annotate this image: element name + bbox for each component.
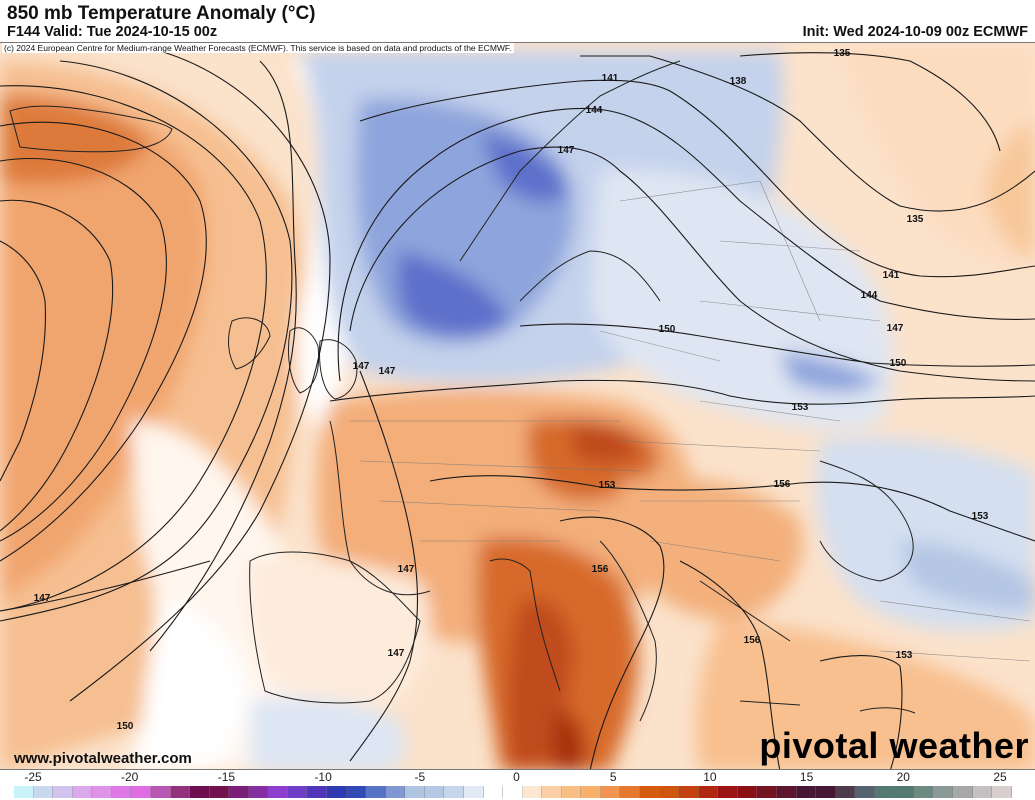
init-time: Init: Wed 2024-10-09 00z ECMWF (802, 24, 1028, 40)
colorbar-swatch (248, 786, 269, 798)
colorbar-swatch (816, 786, 836, 798)
colorbar-swatch (190, 786, 210, 798)
colorbar-swatch (737, 786, 758, 798)
contour-label: 138 (730, 76, 747, 87)
colorbar-swatch (307, 786, 327, 798)
colorbar-swatch (953, 786, 973, 798)
colorbar-swatch (600, 786, 621, 798)
contour-label: 141 (602, 73, 619, 84)
colorbar-swatch (53, 786, 73, 798)
colorbar-swatch (170, 786, 191, 798)
colorbar-tick-label: 5 (609, 770, 617, 784)
contour-label: 144 (586, 105, 603, 116)
contour-label: 141 (883, 270, 900, 281)
colorbar (14, 786, 1012, 798)
colorbar-swatch (913, 786, 934, 798)
contour-label: 150 (890, 358, 907, 369)
colorbar-swatch (33, 786, 54, 798)
colorbar-tick-label: 25 (993, 770, 1007, 784)
colorbar-swatch (776, 786, 797, 798)
pivotal-weather-logo: pivotal weather (759, 725, 1029, 766)
colorbar-swatch (640, 786, 660, 798)
contour-label: 147 (887, 323, 904, 334)
colorbar-swatch (522, 786, 543, 798)
colorbar-tick-label: -20 (121, 770, 139, 784)
colorbar-swatch (503, 786, 523, 798)
colorbar-swatch (972, 786, 993, 798)
colorbar-swatch (14, 786, 34, 798)
contour-label: 147 (353, 361, 370, 372)
valid-time: F144 Valid: Tue 2024-10-15 00z (7, 24, 218, 40)
contour-label: 156 (592, 564, 609, 575)
contour-label: 147 (34, 593, 51, 604)
contour-label: 156 (744, 635, 761, 646)
contour-label: 153 (972, 511, 989, 522)
contour-label: 147 (379, 366, 396, 377)
colorbar-swatch (405, 786, 425, 798)
colorbar-swatch (463, 786, 484, 798)
map-title: 850 mb Temperature Anomaly (°C) (7, 3, 316, 24)
colorbar-swatch (874, 786, 895, 798)
colorbar-swatch (229, 786, 249, 798)
colorbar-swatch (679, 786, 699, 798)
colorbar-swatch (72, 786, 93, 798)
colorbar-swatch (698, 786, 719, 798)
colorbar-swatch (483, 786, 504, 798)
colorbar-swatch (933, 786, 953, 798)
contour-label: 144 (861, 290, 878, 301)
colorbar-swatch (561, 786, 582, 798)
colorbar-swatch (287, 786, 308, 798)
colorbar-swatch (757, 786, 777, 798)
colorbar-swatch (424, 786, 445, 798)
contour-label: 150 (117, 721, 134, 732)
ecmwf-credit: (c) 2024 European Centre for Medium-rang… (2, 43, 514, 53)
contour-label: 156 (774, 479, 791, 490)
colorbar-swatch (542, 786, 562, 798)
colorbar-swatch (111, 786, 132, 798)
colorbar-swatch (718, 786, 738, 798)
contour-label: 153 (896, 650, 913, 661)
contour-label: 147 (398, 564, 415, 575)
colorbar-swatch (796, 786, 817, 798)
colorbar-swatch (346, 786, 367, 798)
colorbar-tick-label: -10 (314, 770, 332, 784)
colorbar-swatch (444, 786, 464, 798)
colorbar-tick-label: 0 (513, 770, 520, 784)
contour-label: 135 (907, 214, 924, 225)
colorbar-swatch (366, 786, 386, 798)
contour-label: 147 (558, 145, 575, 156)
contour-label: 153 (599, 480, 616, 491)
colorbar-swatch (835, 786, 856, 798)
colorbar-swatch (620, 786, 640, 798)
colorbar-swatch (385, 786, 406, 798)
colorbar-swatch (992, 786, 1012, 798)
website-watermark[interactable]: www.pivotalweather.com (14, 750, 192, 767)
colorbar-swatch (131, 786, 151, 798)
contour-label: 147 (388, 648, 405, 659)
colorbar-ticks: -25 -20 -15 -10 -5 0 5 10 15 20 25 (0, 770, 1035, 784)
colorbar-swatch (150, 786, 171, 798)
colorbar-tick-label: -15 (217, 770, 236, 784)
colorbar-tick-label: 15 (799, 770, 814, 784)
colorbar-swatch (268, 786, 288, 798)
colorbar-swatch (92, 786, 112, 798)
colorbar-swatch (327, 786, 347, 798)
contour-label: 153 (792, 402, 809, 413)
colorbar-swatch (659, 786, 680, 798)
colorbar-swatch (209, 786, 230, 798)
anomaly-map: 135 138 141 144 147 135 141 144 147 150 150 153 147 1… (0, 42, 1035, 770)
colorbar-tick-label: -5 (414, 770, 426, 784)
colorbar-swatch (855, 786, 875, 798)
contour-label: 150 (659, 324, 676, 335)
colorbar-swatch (581, 786, 601, 798)
colorbar-swatch (894, 786, 914, 798)
colorbar-tick-label: 10 (703, 770, 717, 784)
colorbar-tick-label: 20 (896, 770, 910, 784)
contour-label: 135 (834, 48, 851, 59)
colorbar-tick-label: -25 (24, 770, 42, 784)
